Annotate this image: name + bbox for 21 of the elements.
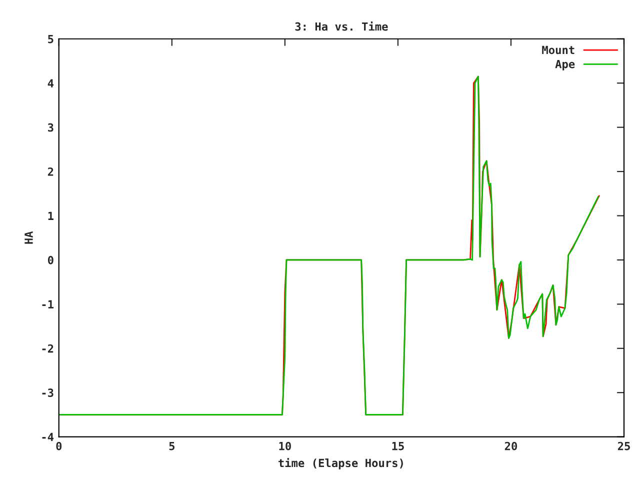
y-tick-label: -3: [42, 388, 54, 397]
legend-label: Ape: [555, 60, 575, 70]
y-tick-label: 3: [48, 123, 54, 132]
y-tick-label: -1: [42, 300, 54, 308]
y-tick-label: 1: [48, 212, 54, 220]
x-tick-label: 15: [392, 442, 404, 450]
x-tick-label: 20: [504, 442, 517, 450]
x-tick-label: 25: [618, 442, 630, 450]
chart-title: 3: Ha vs. Time: [295, 22, 388, 31]
x-axis-title: time (Elapse Hours): [278, 458, 403, 470]
y-axis-title: HA: [24, 231, 33, 244]
y-tick-label: 4: [48, 79, 54, 88]
x-tick-label: 0: [56, 442, 62, 450]
y-tick-label: 2: [48, 167, 54, 176]
y-tick-label: 0: [48, 256, 54, 264]
y-tick-label: -2: [42, 344, 54, 353]
y-tick-label: -4: [42, 432, 54, 442]
x-tick-label: 5: [169, 442, 174, 450]
x-tick-label: 10: [279, 442, 291, 450]
legend-label: Mount: [542, 46, 574, 54]
y-tick-label: 5: [48, 35, 54, 44]
